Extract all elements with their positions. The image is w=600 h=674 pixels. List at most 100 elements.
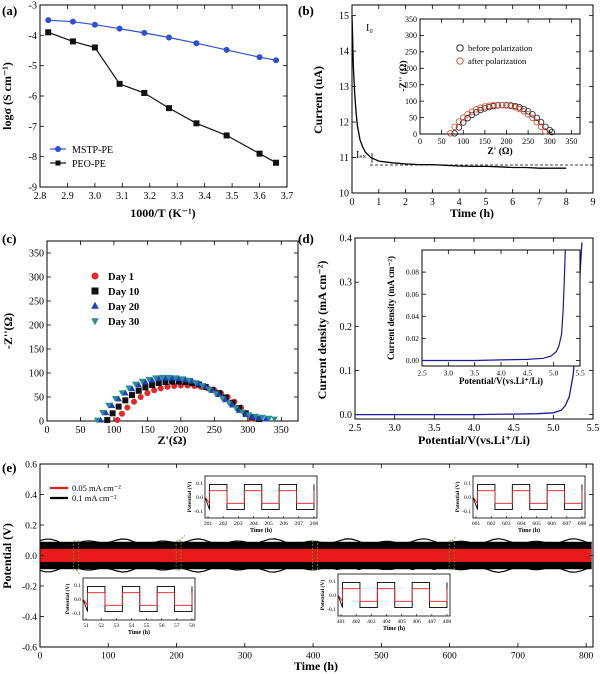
legend-marker-mstp [55,146,61,152]
d-inset-ytick-label: 0.02 [406,334,419,343]
e-zoom-box [175,540,182,571]
panel-c-label: (c) [2,231,16,246]
e-xtick-label: 400 [306,652,321,662]
b-ytick-label: 11 [339,153,349,164]
c-xtick-label: 50 [75,425,85,436]
c-ytick-label: 200 [29,321,44,332]
b-inset-point-1 [481,103,489,110]
e-inset-xtick-label: 603 [502,521,511,527]
a-point-0 [69,18,76,25]
b-inset-point-1 [477,104,484,111]
a-point-0 [256,54,263,61]
e-inset-xlabel: Time (h) [250,527,272,534]
c-point-2 [148,376,156,383]
c-point-2 [209,386,216,393]
b-xtick-label: 5 [483,197,488,208]
panel-d-inset-xlabel: Potential/V(vs.Li⁺/Li) [459,376,543,386]
a-point-1 [256,150,263,157]
e-inset-xtick-label: 56 [159,623,165,629]
d-inset-xtick-label: 3.5 [470,369,480,378]
b-xtick-label: 2 [403,197,408,208]
b-inset-xtick-label: 350 [565,137,577,146]
c-point-3 [245,412,253,419]
d-inset-xtick-label: 5.5 [575,369,585,378]
e-xtick-label: 600 [443,652,458,662]
b-inset-ytick-label: 150 [405,81,417,90]
c-point-1 [175,378,182,385]
a-point-0 [116,25,123,32]
d-xtick-label: 2.5 [349,423,362,434]
d-xtick-label: 5.5 [587,423,600,434]
c-point-3 [132,381,139,388]
c-point-3 [225,400,233,407]
e-inset-xtick-label: 404 [382,619,391,625]
c-legend-marker [91,318,99,326]
b-inset-ytick-label: 50 [409,113,417,122]
c-point-1 [149,382,156,388]
e-zoom-box [448,540,455,571]
e-inset-frame [337,573,451,617]
c-point-3 [212,391,219,398]
d-ytick-label: 0.0 [340,410,353,421]
panel-a-xlabel: 1000/T (K⁻¹) [130,206,195,220]
d-inset-xtick-label: 5.0 [549,369,559,378]
e-ytick-label: -0.2 [22,582,37,592]
b-inset-ytick-label: 350 [405,15,417,24]
panel-a: (a) 2.8 2.9 3.0 3.1 3.2 3.3 3.4 3.5 3.6 3.7 -3 -4 -5… [0,1,293,221]
e-inset-xtick-label: 407 [428,619,437,625]
panel-b-inset-xlabel: Z' (Ω) [487,146,512,157]
panel-b-inset-ylabel: -Z'' (Ω) [398,60,409,91]
e-xtick-label: 500 [374,652,389,662]
e-inset-xtick-label: 51 [83,623,89,629]
b-inset-point-0 [548,128,556,136]
a-ytick-label: -5 [29,61,37,72]
e-inset-ytick-label: 0.1 [329,579,336,585]
panel-c: (c) 0 50 100 150 200 250 300 350 0 50 100 150 200 250… [1,231,299,447]
c-point-2 [97,416,104,423]
c-point-3 [205,386,213,393]
b-inset-point-0 [542,123,549,130]
panel-c-xlabel: Z'(Ω) [158,433,187,447]
b-inset-point-0 [524,108,532,115]
c-point-2 [249,413,256,420]
b-inset-xtick-label: 50 [438,137,446,146]
c-ytick-label: 0 [39,417,44,428]
c-point-2 [115,395,122,402]
c-point-3 [178,376,186,383]
c-point-3 [239,409,246,416]
e-xtick-label: 300 [238,652,253,662]
b-inset-xtick-label: 150 [479,137,491,146]
b-xtick-label: 9 [591,197,596,208]
e-ytick-label: 0.4 [25,491,37,501]
e-inset-xtick-label: 207 [295,521,304,527]
c-xtick-label: 250 [207,425,222,436]
b-inset-point-1 [473,106,480,113]
b-inset-ytick-label: 200 [405,64,417,73]
d-inset-xtick-label: 4.0 [496,369,506,378]
b-inset-point-1 [503,102,510,109]
c-xtick-label: 0 [45,425,50,436]
b-ytick-label: 10 [339,189,349,200]
b-inset-point-1 [533,118,540,126]
a-series-line-1 [47,31,277,164]
panel-e: (e) 0 100 200 300 400 500 600 700 800 -0.6 -0.4 -0.… [0,460,594,673]
b-xtick-label: 4 [457,197,462,208]
legend-01-label: 0.1 mA cm⁻² [72,493,117,503]
panel-a-ylabel: logσ (S cm⁻¹) [0,62,14,130]
e-inset-wave [472,490,583,505]
a-ytick-label: -4 [29,31,37,42]
c-point-0 [151,387,158,394]
d-ytick-label: 0.4 [340,234,353,245]
e-inset-ytick-label: -0.1 [72,611,81,617]
c-point-0 [157,385,164,392]
e-inset-xtick-label: 607 [563,521,572,527]
a-point-1 [91,44,98,51]
panel-d-xlabel: Potential/V(vs.Li⁺/Li) [418,433,530,447]
b-xtick-label: 6 [510,197,515,208]
e-inset-xtick-label: 57 [174,623,180,629]
e-inset-ytick-label: 0.0 [74,597,81,603]
c-point-2 [215,391,223,397]
c-point-0 [164,383,171,390]
e-inset-xtick-label: 608 [578,521,587,527]
c-point-3 [118,390,126,397]
